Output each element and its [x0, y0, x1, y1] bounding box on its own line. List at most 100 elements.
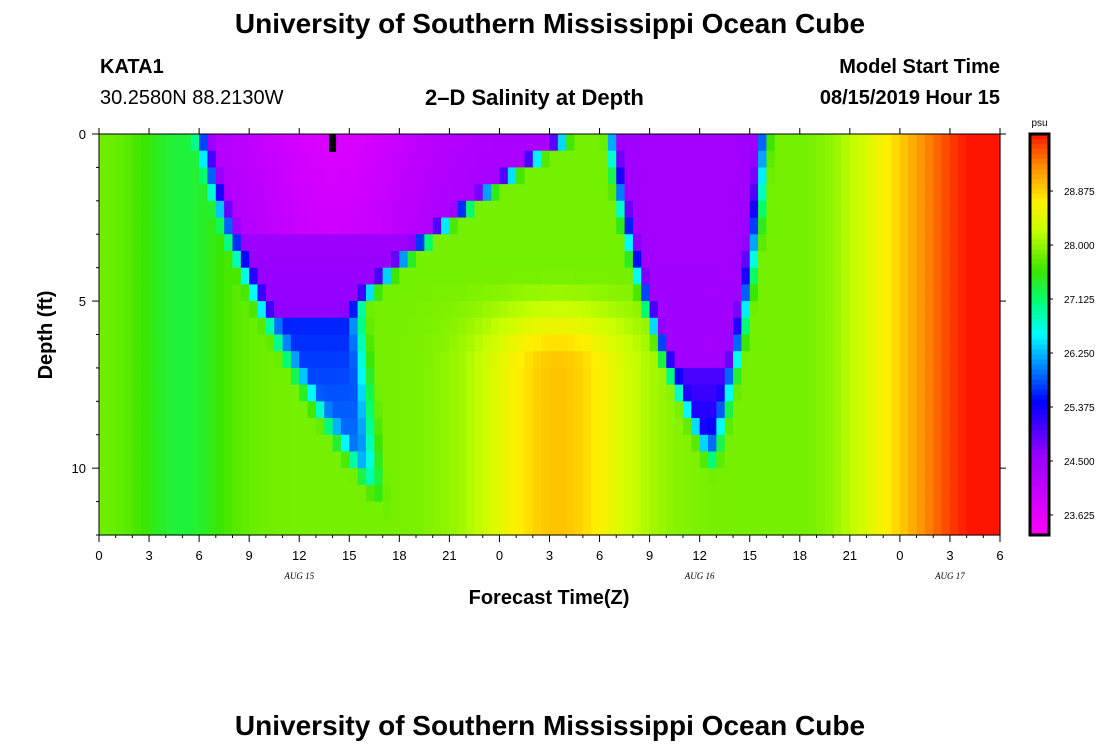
heatmap-cell [157, 217, 167, 235]
heatmap-cell [224, 367, 234, 386]
heatmap-cell [524, 367, 534, 386]
heatmap-cell [466, 234, 476, 252]
heatmap-cell [899, 217, 909, 235]
heatmap-cell [199, 384, 209, 402]
heatmap-cell [908, 267, 918, 285]
heatmap-cell [441, 200, 450, 219]
heatmap-cell [591, 134, 601, 152]
heatmap-cell [574, 468, 584, 486]
heatmap-cell [157, 451, 167, 469]
heatmap-cell [766, 451, 776, 469]
heatmap-cell [899, 150, 909, 169]
heatmap-cell [674, 217, 684, 235]
heatmap-cell [591, 150, 601, 169]
colorbar-segment [1030, 399, 1049, 406]
colorbar-segment [1030, 514, 1049, 521]
colorbar-segment [1030, 239, 1049, 245]
heatmap-cell [841, 284, 851, 302]
x-tick-label: 9 [646, 548, 653, 563]
heatmap-cell [908, 284, 918, 302]
heatmap-cell [699, 367, 709, 386]
heatmap-cell [657, 284, 667, 302]
heatmap-cell [524, 267, 534, 285]
heatmap-cell [149, 418, 158, 436]
heatmap-cell [899, 468, 909, 486]
heatmap-cell [949, 384, 959, 402]
heatmap-cell [674, 518, 684, 536]
heatmap-cell [849, 267, 859, 285]
heatmap-cell [290, 384, 300, 402]
heatmap-cell [549, 317, 559, 336]
heatmap-cell [274, 134, 284, 152]
colorbar-segment [1030, 274, 1049, 280]
heatmap-cell [733, 367, 742, 386]
heatmap-cell [758, 301, 767, 319]
heatmap-cell [924, 434, 934, 453]
heatmap-cell [240, 351, 250, 369]
heatmap-cell [424, 451, 434, 469]
heatmap-cell [599, 401, 609, 419]
heatmap-cell [365, 418, 375, 436]
heatmap-cell [899, 367, 909, 386]
heatmap-cell [541, 317, 551, 336]
heatmap-cell [457, 484, 467, 503]
heatmap-cell [841, 301, 851, 319]
heatmap-cell [99, 167, 108, 185]
colorbar-segment [1030, 354, 1049, 361]
heatmap-cell [741, 284, 751, 302]
heatmap-cell [808, 401, 818, 419]
heatmap-cell [491, 167, 501, 185]
heatmap-cell [257, 367, 267, 386]
heatmap-cell [190, 134, 200, 152]
heatmap-cell [599, 284, 609, 302]
heatmap-cell [766, 418, 776, 436]
heatmap-cell [716, 217, 726, 235]
heatmap-cell [382, 468, 392, 486]
heatmap-cell [733, 250, 742, 269]
heatmap-cell [741, 367, 751, 386]
heatmap-cell [307, 401, 317, 419]
heatmap-cell [115, 234, 125, 252]
heatmap-cell [816, 301, 826, 319]
heatmap-cell [441, 301, 450, 319]
heatmap-cell [716, 484, 726, 503]
heatmap-cell [799, 418, 809, 436]
heatmap-cell [824, 367, 834, 386]
heatmap-cell [899, 334, 909, 352]
heatmap-cell [249, 284, 259, 302]
heatmap-cell [549, 234, 559, 252]
heatmap-cell [849, 301, 859, 319]
heatmap-cell [190, 250, 200, 269]
heatmap-cell [174, 418, 184, 436]
heatmap-cell [716, 451, 726, 469]
heatmap-cell [274, 301, 284, 319]
heatmap-cell [591, 401, 601, 419]
heatmap-cell [866, 401, 876, 419]
heatmap-cell [149, 401, 158, 419]
heatmap-cell [958, 434, 968, 453]
heatmap-cell [190, 451, 200, 469]
heatmap-cell [340, 184, 350, 202]
heatmap-cell [174, 434, 184, 453]
heatmap-cell [841, 451, 851, 469]
heatmap-cell [883, 200, 893, 219]
heatmap-cell [124, 518, 133, 536]
heatmap-cell [232, 284, 242, 302]
heatmap-cell [599, 468, 609, 486]
heatmap-cell [657, 418, 667, 436]
heatmap-cell [557, 200, 567, 219]
heatmap-cell [924, 301, 934, 319]
heatmap-cell [749, 418, 759, 436]
heatmap-cell [399, 401, 409, 419]
heatmap-cell [140, 518, 150, 536]
heatmap-cell [766, 351, 776, 369]
heatmap-cell [157, 351, 167, 369]
heatmap-cell [799, 250, 809, 269]
heatmap-cell [557, 317, 567, 336]
heatmap-cell [791, 217, 801, 235]
heatmap-cell [816, 150, 826, 169]
heatmap-cell [682, 384, 692, 402]
heatmap-cell [991, 451, 1001, 469]
heatmap-cell [240, 451, 250, 469]
